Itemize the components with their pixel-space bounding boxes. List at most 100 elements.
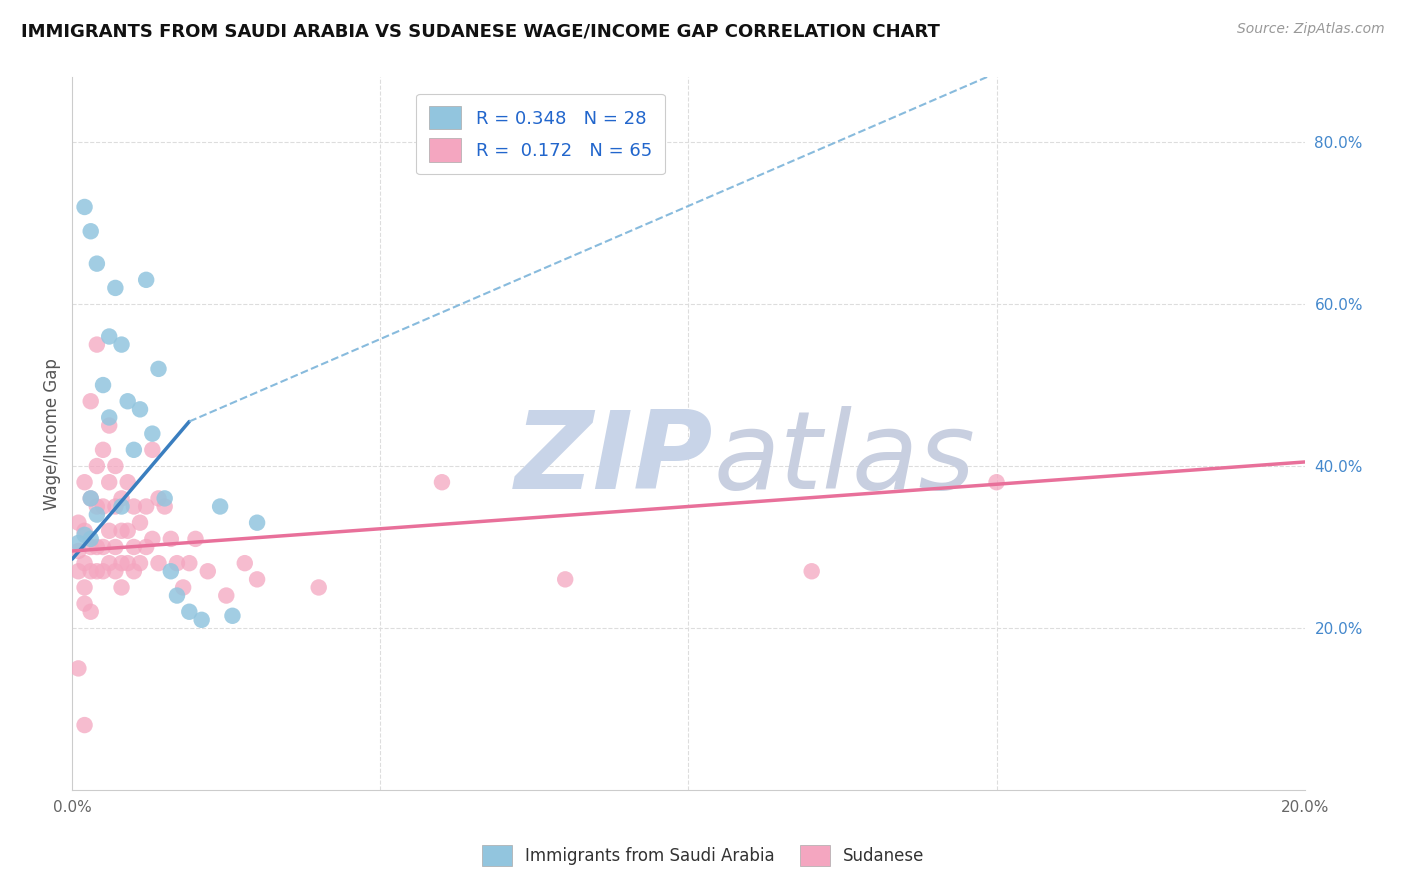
- Point: [67, 564, 90, 578]
- Point: [221, 608, 243, 623]
- Point: [110, 556, 132, 570]
- Point: [80, 491, 103, 506]
- Point: [986, 475, 1008, 490]
- Point: [91, 500, 114, 514]
- Point: [122, 564, 145, 578]
- Point: [117, 556, 139, 570]
- Point: [117, 394, 139, 409]
- Point: [86, 540, 108, 554]
- Point: [141, 426, 163, 441]
- Point: [117, 475, 139, 490]
- Point: [110, 581, 132, 595]
- Point: [86, 458, 108, 473]
- Point: [104, 500, 127, 514]
- Point: [430, 475, 453, 490]
- Point: [117, 524, 139, 538]
- Point: [308, 581, 330, 595]
- Point: [80, 605, 103, 619]
- Point: [153, 500, 176, 514]
- Point: [110, 524, 132, 538]
- Point: [148, 491, 170, 506]
- Point: [86, 500, 108, 514]
- Point: [215, 589, 238, 603]
- Point: [67, 536, 90, 550]
- Point: [80, 564, 103, 578]
- Point: [98, 418, 121, 433]
- Point: [135, 500, 157, 514]
- Point: [159, 532, 181, 546]
- Point: [67, 661, 90, 675]
- Text: atlas: atlas: [713, 406, 974, 511]
- Point: [246, 573, 269, 587]
- Point: [246, 516, 269, 530]
- Text: IMMIGRANTS FROM SAUDI ARABIA VS SUDANESE WAGE/INCOME GAP CORRELATION CHART: IMMIGRANTS FROM SAUDI ARABIA VS SUDANESE…: [21, 22, 941, 40]
- Point: [73, 475, 96, 490]
- Point: [110, 500, 132, 514]
- Point: [135, 273, 157, 287]
- Point: [148, 362, 170, 376]
- Point: [98, 329, 121, 343]
- Point: [153, 491, 176, 506]
- Point: [86, 337, 108, 351]
- Point: [80, 491, 103, 506]
- Point: [197, 564, 219, 578]
- Point: [129, 556, 152, 570]
- Point: [122, 500, 145, 514]
- Point: [190, 613, 212, 627]
- Point: [110, 337, 132, 351]
- Point: [73, 200, 96, 214]
- Point: [129, 402, 152, 417]
- Point: [122, 540, 145, 554]
- Point: [91, 564, 114, 578]
- Point: [209, 500, 232, 514]
- Point: [148, 556, 170, 570]
- Point: [91, 442, 114, 457]
- Text: ZIP: ZIP: [515, 406, 713, 512]
- Point: [80, 394, 103, 409]
- Point: [80, 540, 103, 554]
- Text: Source: ZipAtlas.com: Source: ZipAtlas.com: [1237, 22, 1385, 37]
- Point: [166, 556, 188, 570]
- Point: [104, 564, 127, 578]
- Point: [98, 410, 121, 425]
- Point: [179, 556, 201, 570]
- Point: [110, 491, 132, 506]
- Point: [67, 544, 90, 558]
- Y-axis label: Wage/Income Gap: Wage/Income Gap: [44, 358, 60, 509]
- Point: [73, 718, 96, 732]
- Point: [104, 540, 127, 554]
- Point: [73, 597, 96, 611]
- Point: [91, 540, 114, 554]
- Point: [86, 564, 108, 578]
- Point: [104, 281, 127, 295]
- Point: [172, 581, 194, 595]
- Point: [141, 532, 163, 546]
- Point: [104, 458, 127, 473]
- Point: [159, 564, 181, 578]
- Point: [80, 532, 103, 546]
- Point: [73, 581, 96, 595]
- Point: [129, 516, 152, 530]
- Point: [141, 442, 163, 457]
- Point: [98, 556, 121, 570]
- Point: [91, 378, 114, 392]
- Point: [73, 528, 96, 542]
- Legend: R = 0.348   N = 28, R =  0.172   N = 65: R = 0.348 N = 28, R = 0.172 N = 65: [416, 94, 665, 174]
- Point: [98, 475, 121, 490]
- Point: [67, 516, 90, 530]
- Point: [73, 556, 96, 570]
- Point: [554, 573, 576, 587]
- Point: [135, 540, 157, 554]
- Point: [179, 605, 201, 619]
- Point: [166, 589, 188, 603]
- Point: [73, 524, 96, 538]
- Point: [800, 564, 823, 578]
- Legend: Immigrants from Saudi Arabia, Sudanese: Immigrants from Saudi Arabia, Sudanese: [475, 838, 931, 873]
- Point: [122, 442, 145, 457]
- Point: [233, 556, 256, 570]
- Point: [184, 532, 207, 546]
- Point: [98, 524, 121, 538]
- Point: [86, 257, 108, 271]
- Point: [80, 224, 103, 238]
- Point: [86, 508, 108, 522]
